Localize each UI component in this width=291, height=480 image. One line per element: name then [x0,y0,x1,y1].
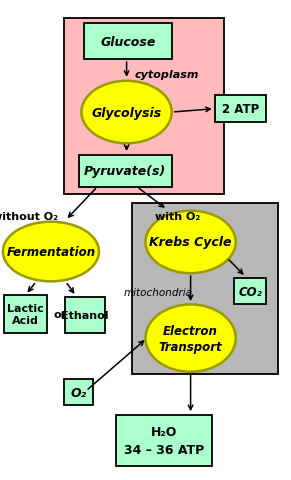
FancyBboxPatch shape [116,415,212,466]
FancyBboxPatch shape [64,379,93,406]
Text: Glycolysis: Glycolysis [91,106,162,120]
Text: CO₂: CO₂ [238,285,262,298]
Text: H₂O
34 – 36 ATP: H₂O 34 – 36 ATP [124,425,205,456]
Text: Krebs Cycle: Krebs Cycle [149,236,232,249]
FancyBboxPatch shape [64,19,224,194]
Text: or: or [53,310,66,319]
Text: cytoplasm: cytoplasm [135,70,200,79]
FancyBboxPatch shape [4,295,47,334]
Text: Ethanol: Ethanol [61,311,109,321]
Text: Fermentation: Fermentation [6,245,95,259]
Text: Lactic
Acid: Lactic Acid [7,303,44,325]
Text: O₂: O₂ [70,386,87,399]
Ellipse shape [146,305,236,372]
FancyBboxPatch shape [234,278,266,305]
FancyBboxPatch shape [132,204,278,374]
Text: Pyruvate(s): Pyruvate(s) [84,165,166,178]
FancyBboxPatch shape [65,298,105,334]
Text: without O₂: without O₂ [0,212,58,222]
Ellipse shape [81,82,172,144]
FancyBboxPatch shape [84,24,172,60]
Ellipse shape [146,211,236,274]
FancyBboxPatch shape [215,96,266,122]
Text: Glucose: Glucose [100,36,156,48]
Text: with O₂: with O₂ [155,212,200,222]
Ellipse shape [3,222,99,282]
Text: mitochondria: mitochondria [124,288,193,298]
Text: 2 ATP: 2 ATP [222,103,260,116]
Text: Electron
Transport: Electron Transport [159,324,222,353]
FancyBboxPatch shape [79,156,172,187]
